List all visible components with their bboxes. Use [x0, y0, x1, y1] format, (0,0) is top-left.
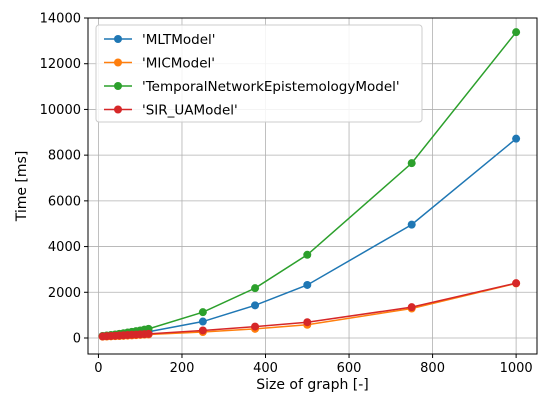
legend-marker: [114, 35, 122, 43]
legend-box: [95, 24, 423, 123]
y-tick-label: 0: [73, 332, 81, 347]
y-tick-label: 10000: [40, 103, 81, 118]
data-point: [407, 303, 416, 312]
data-point: [198, 308, 207, 317]
data-point: [303, 280, 312, 289]
legend-label: 'MICModel': [142, 56, 215, 72]
legend-item: 'SIR_UAModel': [104, 103, 238, 119]
x-tick-label: 1000: [500, 361, 533, 376]
legend-marker: [114, 58, 122, 67]
series-1: [98, 134, 521, 341]
series-2: [98, 279, 521, 341]
axis-ticks: 0 200 400 600 800 100002000400060008000100001…: [40, 12, 533, 377]
y-tick-label: 4000: [48, 240, 81, 255]
y-axis-label: Time [ms]: [14, 151, 30, 223]
legend: 'MLTModel' 'MICModel' 'TemporalNetworkEpis…: [95, 24, 423, 123]
x-axis-label: Size of graph [-]: [256, 377, 369, 393]
x-tick-label: 400: [253, 361, 278, 376]
y-tick-label: 12000: [40, 57, 81, 72]
y-tick-label: 14000: [40, 12, 81, 27]
legend-item: 'TemporalNetworkEpistemologyModel': [104, 79, 400, 95]
data-point: [251, 284, 260, 293]
data-point: [303, 318, 312, 327]
x-tick-label: 200: [170, 361, 195, 376]
data-point: [512, 279, 521, 288]
series-layer: [98, 28, 521, 341]
y-tick-label: 6000: [48, 194, 81, 209]
x-tick-label: 600: [337, 361, 362, 376]
data-point: [512, 28, 521, 37]
data-point: [407, 220, 416, 229]
legend-item: 'MICModel': [104, 56, 215, 72]
data-point: [303, 250, 312, 259]
legend-label: 'TemporalNetworkEpistemologyModel': [142, 79, 400, 95]
legend-item: 'MLTModel': [104, 32, 216, 48]
legend-marker: [114, 105, 122, 114]
data-point: [251, 301, 260, 310]
data-point: [407, 159, 416, 168]
data-point: [144, 329, 153, 338]
x-tick-label: 0: [94, 361, 102, 376]
data-point: [198, 317, 207, 326]
series-4: [98, 279, 521, 341]
series-line: [102, 138, 517, 337]
legend-marker: [114, 82, 122, 90]
y-tick-label: 8000: [48, 149, 81, 164]
data-point: [251, 322, 260, 331]
legend-label: 'SIR_UAModel': [142, 103, 238, 119]
plot-frame: [87, 17, 538, 355]
legend-label: 'MLTModel': [142, 32, 216, 48]
x-tick-label: 800: [420, 361, 445, 376]
data-point: [198, 326, 207, 335]
y-tick-label: 2000: [48, 286, 81, 301]
data-point: [512, 134, 521, 143]
